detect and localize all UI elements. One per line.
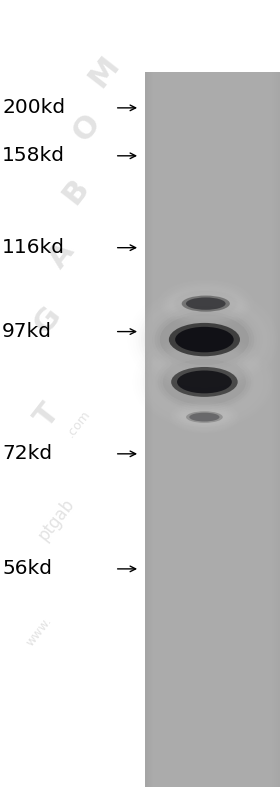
- Ellipse shape: [160, 356, 249, 407]
- Ellipse shape: [149, 304, 260, 376]
- Ellipse shape: [152, 307, 257, 372]
- Ellipse shape: [167, 285, 245, 322]
- Bar: [150, 72, 151, 787]
- Bar: [278, 72, 279, 787]
- Text: .com: .com: [64, 407, 93, 439]
- Bar: [146, 72, 147, 787]
- Bar: [145, 72, 280, 787]
- Bar: [274, 72, 275, 787]
- Bar: [276, 72, 277, 787]
- Ellipse shape: [180, 407, 229, 427]
- Bar: [279, 72, 280, 787]
- Ellipse shape: [145, 344, 264, 420]
- Ellipse shape: [155, 309, 254, 370]
- Text: 116kd: 116kd: [2, 238, 65, 257]
- Ellipse shape: [160, 314, 249, 365]
- Ellipse shape: [177, 371, 232, 393]
- Ellipse shape: [150, 348, 259, 416]
- Ellipse shape: [157, 312, 252, 368]
- Bar: [275, 72, 276, 787]
- Text: G: G: [29, 300, 67, 339]
- Text: 97kd: 97kd: [2, 322, 52, 341]
- Ellipse shape: [158, 355, 251, 409]
- Text: M: M: [83, 51, 124, 93]
- Ellipse shape: [155, 352, 254, 411]
- Ellipse shape: [174, 290, 238, 317]
- Ellipse shape: [144, 299, 265, 380]
- Ellipse shape: [170, 288, 241, 320]
- Ellipse shape: [146, 301, 262, 378]
- Ellipse shape: [169, 323, 240, 356]
- Ellipse shape: [171, 367, 238, 397]
- Bar: [273, 72, 274, 787]
- Bar: [152, 72, 153, 787]
- Bar: [277, 72, 278, 787]
- Ellipse shape: [186, 297, 226, 310]
- Ellipse shape: [182, 296, 230, 312]
- Ellipse shape: [168, 286, 243, 320]
- Text: B: B: [57, 173, 94, 210]
- Ellipse shape: [176, 291, 236, 316]
- Bar: [151, 72, 152, 787]
- Bar: [272, 72, 273, 787]
- Bar: [149, 72, 150, 787]
- Text: 200kd: 200kd: [2, 98, 65, 117]
- Ellipse shape: [186, 411, 223, 423]
- Ellipse shape: [172, 289, 240, 318]
- Ellipse shape: [163, 359, 246, 405]
- Ellipse shape: [141, 296, 268, 383]
- Text: 72kd: 72kd: [2, 444, 52, 463]
- Bar: [148, 72, 149, 787]
- Text: ptgab: ptgab: [34, 495, 78, 544]
- Bar: [147, 72, 148, 787]
- Text: www.: www.: [24, 614, 55, 649]
- Ellipse shape: [175, 327, 234, 352]
- Ellipse shape: [189, 412, 220, 422]
- Bar: [145, 72, 146, 787]
- Ellipse shape: [179, 407, 230, 427]
- Ellipse shape: [153, 350, 256, 414]
- Text: 158kd: 158kd: [2, 146, 65, 165]
- Text: O: O: [67, 109, 106, 147]
- Text: A: A: [43, 237, 80, 274]
- Text: T: T: [30, 399, 66, 432]
- Ellipse shape: [148, 345, 261, 418]
- Ellipse shape: [181, 408, 227, 426]
- Text: 56kd: 56kd: [2, 559, 52, 578]
